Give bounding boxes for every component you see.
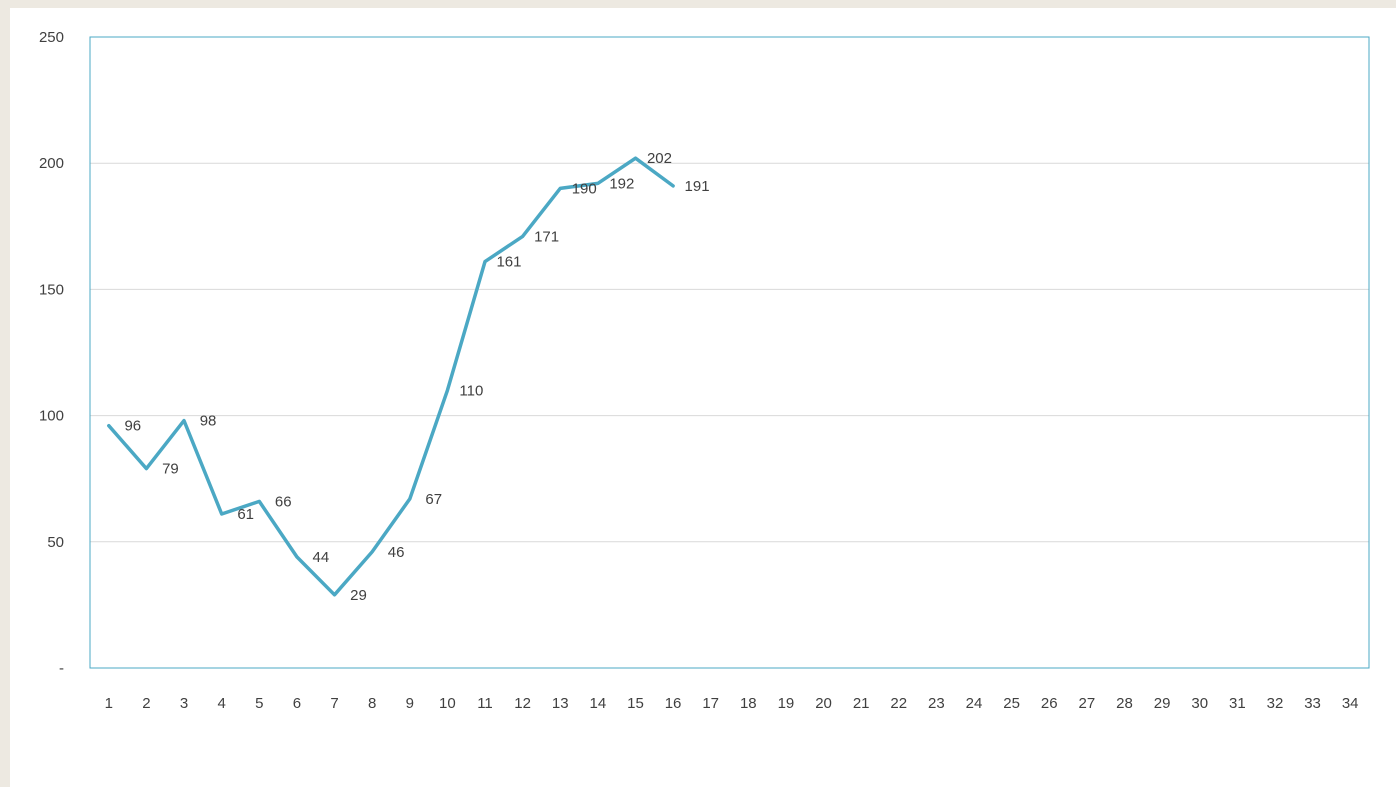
x-tick-label: 5 — [255, 695, 263, 712]
y-tick-label: 200 — [39, 155, 64, 172]
x-tick-label: 24 — [966, 695, 983, 712]
y-tick-label: 150 — [39, 281, 64, 298]
x-tick-label: 33 — [1304, 695, 1321, 712]
x-tick-label: 21 — [853, 695, 870, 712]
x-tick-label: 32 — [1267, 695, 1284, 712]
x-tick-label: 23 — [928, 695, 945, 712]
x-tick-label: 13 — [552, 695, 569, 712]
plot-border — [89, 36, 1370, 669]
x-tick-label: 6 — [293, 695, 301, 712]
data-label: 44 — [313, 549, 330, 566]
x-tick-label: 25 — [1003, 695, 1020, 712]
x-tick-label: 11 — [477, 695, 493, 712]
x-tick-label: 27 — [1079, 695, 1096, 712]
x-tick-label: 10 — [439, 695, 456, 712]
data-label: 66 — [275, 493, 292, 510]
x-tick-label: 20 — [815, 695, 832, 712]
x-tick-label: 8 — [368, 695, 376, 712]
x-tick-label: 12 — [514, 695, 531, 712]
x-tick-label: 3 — [180, 695, 188, 712]
y-tick-label: 50 — [47, 534, 64, 551]
series-line — [107, 156, 675, 597]
x-tick-label: 22 — [890, 695, 907, 712]
x-tick-label: 2 — [142, 695, 150, 712]
data-label: 79 — [162, 461, 179, 478]
data-label: 161 — [496, 254, 521, 271]
data-label: 190 — [572, 180, 597, 197]
data-label: 191 — [685, 178, 710, 195]
data-label: 192 — [609, 175, 634, 192]
chart-card: -50 100 150 200 250 1 2 3 4 5 6 7 8 9 10 11 12 13 14 15 16 17… — [10, 8, 1396, 787]
x-tick-label: 26 — [1041, 695, 1058, 712]
x-tick-label: 9 — [406, 695, 414, 712]
x-tick-label: 19 — [778, 695, 795, 712]
y-tick-label: 250 — [39, 29, 64, 46]
x-tick-label: 16 — [665, 695, 682, 712]
data-label: 46 — [388, 544, 405, 561]
y-tick-label: - — [59, 660, 64, 677]
data-label: 67 — [425, 491, 442, 508]
data-label: 98 — [200, 413, 217, 430]
x-tick-label: 34 — [1342, 695, 1359, 712]
data-label: 96 — [124, 418, 141, 435]
data-label: 29 — [350, 587, 367, 604]
x-tick-label: 14 — [589, 695, 606, 712]
data-label: 110 — [459, 382, 483, 399]
x-tick-label: 28 — [1116, 695, 1133, 712]
data-label: 171 — [534, 228, 559, 245]
x-tick-label: 15 — [627, 695, 644, 712]
x-tick-label: 17 — [702, 695, 719, 712]
x-tick-label: 30 — [1191, 695, 1208, 712]
x-tick-label: 1 — [105, 695, 113, 712]
data-label: 61 — [237, 506, 254, 523]
x-tick-label: 4 — [217, 695, 225, 712]
x-tick-label: 7 — [330, 695, 338, 712]
x-tick-label: 31 — [1229, 695, 1246, 712]
y-tick-label: 100 — [39, 408, 64, 425]
x-tick-label: 29 — [1154, 695, 1171, 712]
x-tick-label: 18 — [740, 695, 757, 712]
data-label: 202 — [647, 150, 672, 167]
